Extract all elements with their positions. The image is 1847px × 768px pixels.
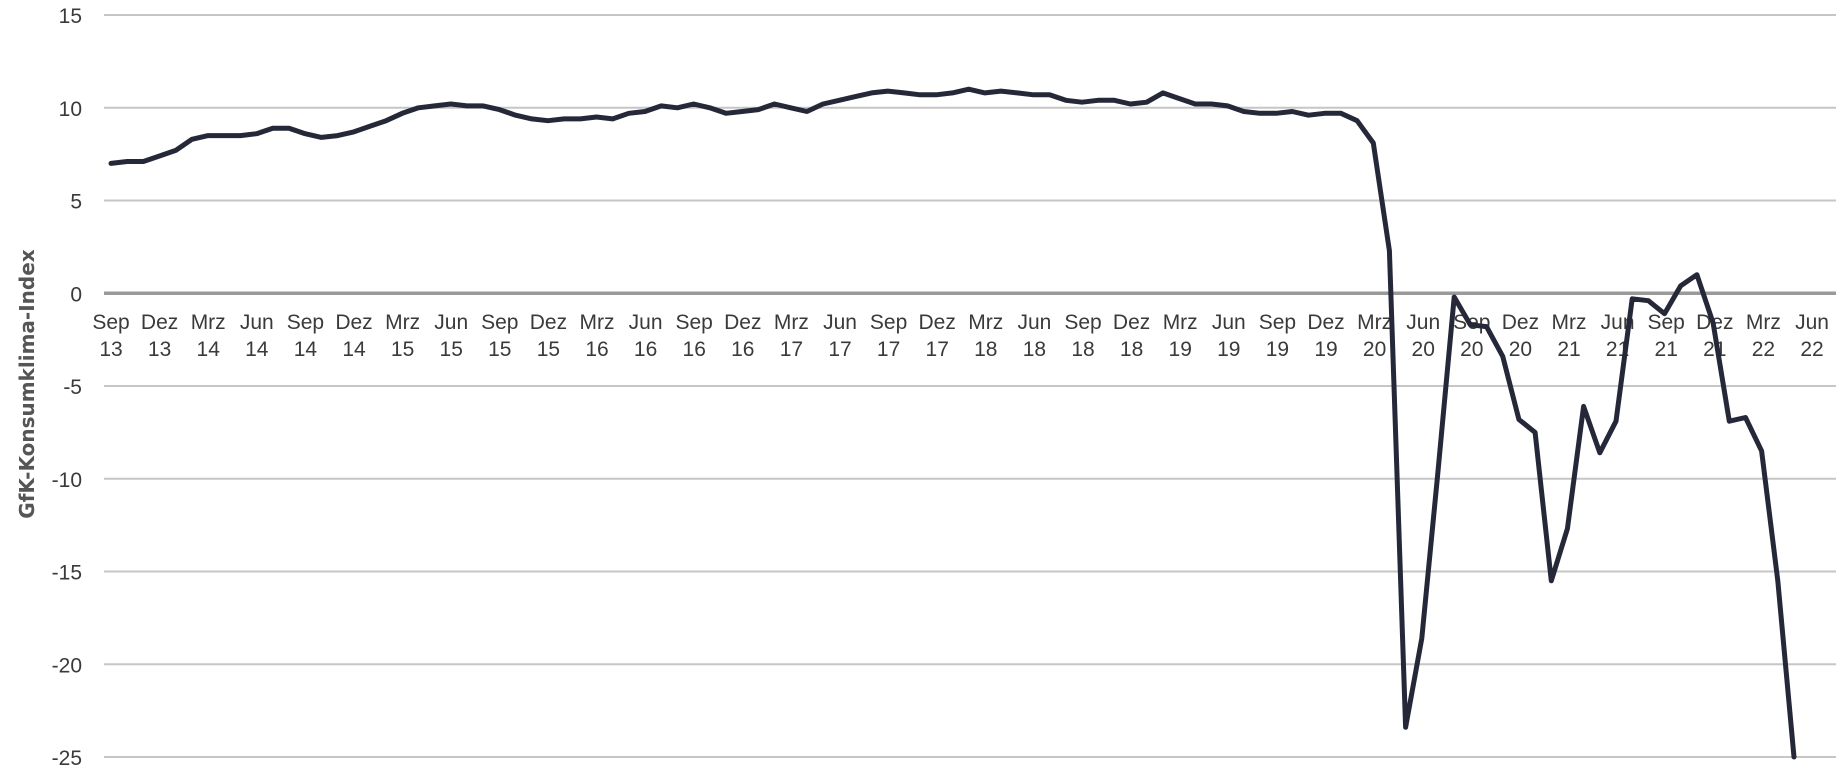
x-tick-label: Dez 18	[1113, 311, 1150, 361]
x-tick-label: Sep 19	[1259, 311, 1296, 361]
x-tick-label: Sep 17	[870, 311, 907, 361]
x-tick-label: Mrz 15	[385, 311, 420, 361]
y-tick-label: -15	[52, 562, 82, 585]
x-axis-ticks: Sep 13 Dez 13 Mrz 14 Jun 14 Sep 14 Dez 14 Mrz 15 Jun 15…	[92, 311, 1829, 361]
y-tick-label: 10	[59, 98, 82, 121]
y-tick-label: 15	[59, 5, 82, 28]
x-tick-label: Mrz 20	[1357, 311, 1392, 361]
x-tick-label: Sep 14	[287, 311, 324, 361]
x-tick-label: Jun 22	[1795, 311, 1829, 361]
x-tick-label: Mrz 19	[1163, 311, 1198, 361]
x-tick-label: Dez 16	[724, 311, 761, 361]
x-tick-label: Sep 20	[1453, 311, 1490, 361]
x-tick-label: Sep 21	[1648, 311, 1685, 361]
x-tick-label: Sep 15	[481, 311, 518, 361]
x-tick-label: Mrz 22	[1746, 311, 1781, 361]
x-tick-label: Sep 13	[92, 311, 129, 361]
y-tick-label: -10	[52, 469, 82, 492]
x-tick-label: Dez 13	[141, 311, 178, 361]
x-tick-label: Mrz 14	[191, 311, 226, 361]
x-tick-label: Jun 19	[1212, 311, 1246, 361]
x-tick-label: Mrz 17	[774, 311, 809, 361]
x-tick-label: Mrz 18	[968, 311, 1003, 361]
x-tick-label: Dez 20	[1502, 311, 1539, 361]
y-tick-label: 5	[70, 191, 82, 214]
y-tick-label: -5	[63, 376, 82, 399]
x-tick-label: Jun 18	[1017, 311, 1051, 361]
y-axis-ticks: 15 10 5 0 -5 -10 -15 -20 -25	[52, 5, 82, 768]
x-tick-label: Dez 15	[530, 311, 567, 361]
x-tick-label: Mrz 21	[1552, 311, 1587, 361]
x-tick-label: Jun 15	[434, 311, 468, 361]
gridlines	[104, 14, 1836, 758]
x-tick-label: Sep 18	[1064, 311, 1101, 361]
x-tick-label: Jun 14	[240, 311, 274, 361]
y-tick-label: -25	[52, 747, 82, 768]
x-tick-label: Jun 16	[629, 311, 663, 361]
y-axis-title: GfK-Konsumklima-Index	[15, 249, 39, 518]
x-tick-label: Dez 19	[1307, 311, 1344, 361]
series-line	[108, 86, 1797, 760]
x-tick-label: Dez 14	[335, 311, 372, 361]
y-tick-label: -20	[52, 654, 82, 677]
x-tick-label: Sep 16	[676, 311, 713, 361]
series-layer	[108, 86, 1797, 760]
x-tick-label: Jun 20	[1406, 311, 1440, 361]
x-tick-label: Dez 17	[919, 311, 956, 361]
x-tick-label: Jun 17	[823, 311, 857, 361]
y-tick-label: 0	[70, 283, 82, 306]
x-tick-label: Mrz 16	[580, 311, 615, 361]
